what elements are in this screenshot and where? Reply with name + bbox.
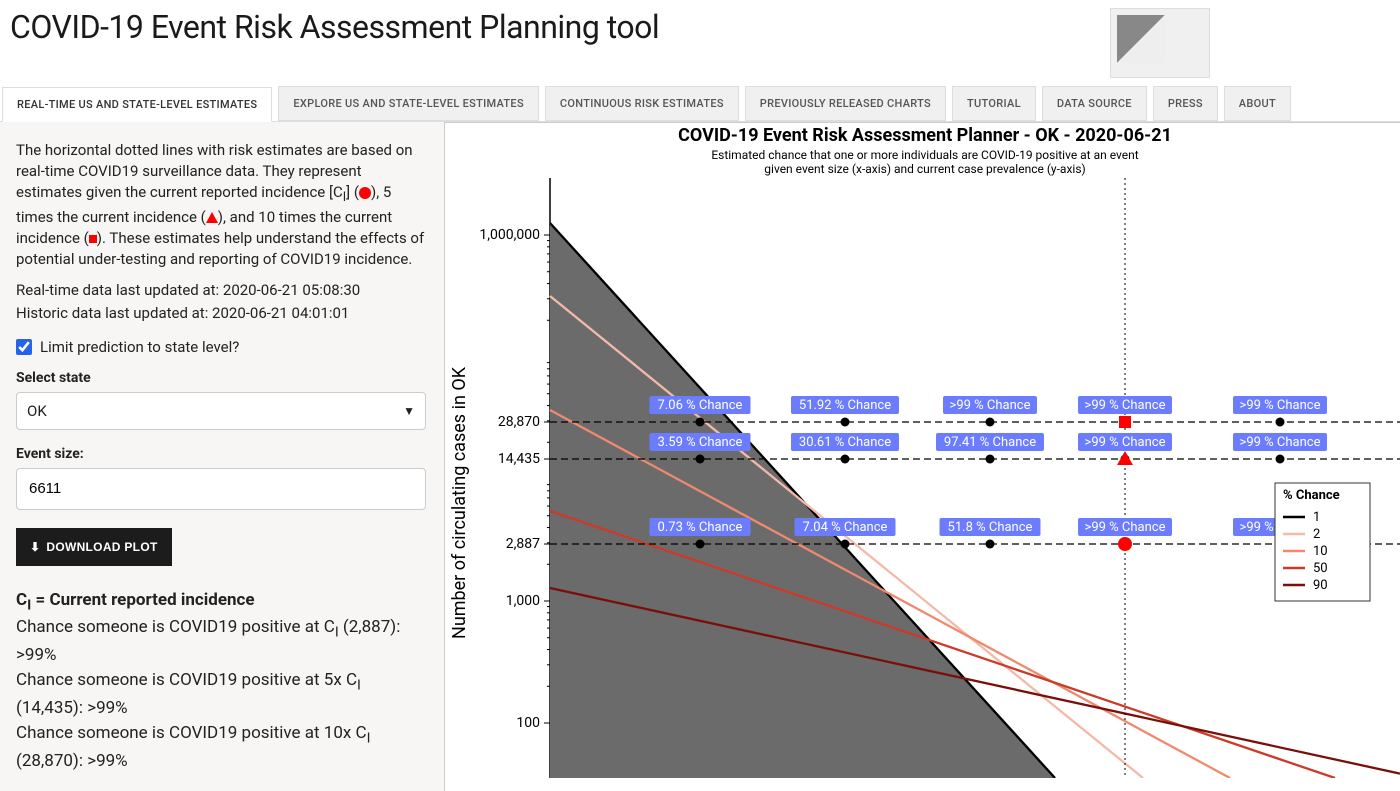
svg-text:>99 % Chance: >99 % Chance [1085,520,1166,535]
svg-text:given event size (x-axis) and: given event size (x-axis) and current ca… [764,162,1085,176]
svg-text:3.59 % Chance: 3.59 % Chance [658,435,743,450]
ci-summary: CI = Current reported incidence Chance s… [16,588,428,774]
svg-text:% Chance: % Chance [1283,488,1340,503]
historic-updated-text: Historic data last updated at: 2020-06-2… [16,303,428,324]
svg-text:>99 % Chance: >99 % Chance [1240,398,1321,413]
svg-text:14,435: 14,435 [498,451,540,467]
svg-text:51.92 % Chance: 51.92 % Chance [799,398,891,413]
svg-text:>99 % Chance: >99 % Chance [1085,398,1166,413]
select-state-label: Select state [16,370,428,386]
svg-text:Estimated chance that one or m: Estimated chance that one or more indivi… [711,148,1138,162]
event-size-input[interactable] [16,468,426,510]
svg-text:30.61 % Chance: 30.61 % Chance [799,435,891,450]
svg-text:2: 2 [1313,527,1320,542]
square-icon [89,235,97,243]
page-title: COVID-19 Event Risk Assessment Planning … [10,8,659,46]
risk-chart: COVID-19 Event Risk Assessment Planner -… [445,123,1400,778]
download-plot-button[interactable]: ⬇ DOWNLOAD PLOT [16,528,172,566]
svg-text:>99 % Chance: >99 % Chance [1240,435,1321,450]
svg-text:1,000: 1,000 [506,593,540,609]
svg-text:1: 1 [1313,510,1320,525]
realtime-updated-text: Real-time data last updated at: 2020-06-… [16,280,428,301]
svg-text:51.8 % Chance: 51.8 % Chance [948,520,1033,535]
svg-text:90: 90 [1313,578,1328,593]
tab-press[interactable]: PRESS [1153,86,1218,121]
svg-text:7.04 % Chance: 7.04 % Chance [803,520,888,535]
tab-continuous-risk-estimates[interactable]: CONTINUOUS RISK ESTIMATES [545,86,739,121]
tab-about[interactable]: ABOUT [1224,86,1291,121]
circle-icon [359,187,371,199]
svg-text:97.41 % Chance: 97.41 % Chance [944,435,1036,450]
svg-text:Number of circulating cases in: Number of circulating cases in OK [449,366,470,639]
state-select[interactable]: OK ▼ [16,392,426,430]
description-text: The horizontal dotted lines with risk es… [16,140,428,270]
chart-thumbnail [1110,8,1210,78]
tab-explore-us-and-state-level-estimates[interactable]: EXPLORE US AND STATE-LEVEL ESTIMATES [278,86,539,121]
svg-text:1,000,000: 1,000,000 [479,227,540,243]
svg-text:2,887: 2,887 [506,536,540,552]
event-size-label: Event size: [16,446,428,462]
svg-text:>99 % Chance: >99 % Chance [1085,435,1166,450]
svg-text:28,870: 28,870 [498,414,540,430]
chevron-down-icon: ▼ [403,404,415,418]
tab-tutorial[interactable]: TUTORIAL [952,86,1036,121]
svg-text:COVID-19 Event Risk Assessment: COVID-19 Event Risk Assessment Planner -… [678,125,1172,146]
svg-text:7.06 % Chance: 7.06 % Chance [658,398,743,413]
svg-text:10: 10 [1313,544,1328,559]
chart-panel: COVID-19 Event Risk Assessment Planner -… [444,122,1400,791]
triangle-icon [206,212,218,223]
tab-bar: REAL-TIME US AND STATE-LEVEL ESTIMATESEX… [2,78,1400,121]
limit-state-checkbox[interactable] [16,339,32,355]
limit-state-label[interactable]: Limit prediction to state level? [40,338,239,356]
tab-data-source[interactable]: DATA SOURCE [1042,86,1147,121]
tab-previously-released-charts[interactable]: PREVIOUSLY RELEASED CHARTS [745,86,946,121]
tab-real-time-us-and-state-level-estimates[interactable]: REAL-TIME US AND STATE-LEVEL ESTIMATES [2,87,272,122]
svg-text:0.73 % Chance: 0.73 % Chance [658,520,743,535]
sidebar: The horizontal dotted lines with risk es… [0,122,444,791]
download-icon: ⬇ [30,540,40,554]
svg-text:100: 100 [516,715,540,731]
svg-text:50: 50 [1313,561,1328,576]
state-select-value: OK [27,402,47,420]
svg-text:>99 % Chance: >99 % Chance [950,398,1031,413]
